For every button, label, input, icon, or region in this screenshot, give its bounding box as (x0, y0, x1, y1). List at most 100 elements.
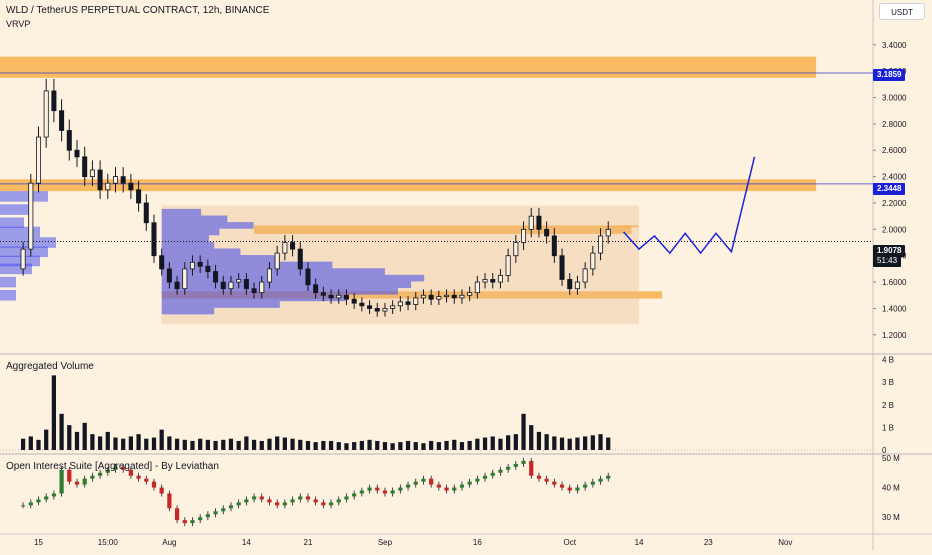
price-candle (282, 242, 288, 254)
volume-bar (429, 440, 434, 450)
time-tick-label: 16 (473, 538, 482, 547)
price-candle (513, 242, 519, 257)
volume-bar (190, 440, 195, 450)
volume-tick-label: 4 B (882, 356, 894, 365)
oi-candle (144, 478, 149, 482)
oi-candle (367, 487, 372, 491)
volume-bar (467, 440, 472, 450)
oi-candle (128, 469, 134, 476)
volume-bar (459, 442, 465, 450)
oi-tick-label: 30 M (882, 513, 900, 522)
volume-profile-bar (161, 288, 398, 295)
oi-candle (190, 520, 195, 524)
oi-candle (398, 487, 403, 491)
oi-candle (359, 490, 364, 494)
oi-tick-label: 50 M (882, 454, 900, 463)
oi-candle (567, 487, 572, 491)
volume-bar (482, 437, 488, 450)
oi-candle (28, 502, 33, 506)
volume-bar (97, 436, 103, 450)
price-candle (397, 301, 403, 307)
price-candle (74, 149, 80, 158)
oi-candle (236, 502, 241, 506)
price-candle (297, 248, 303, 270)
oi-candle (390, 490, 395, 494)
volume-bar (90, 434, 95, 450)
oi-candle (51, 493, 57, 497)
volume-bar (198, 438, 203, 450)
price-candle (35, 136, 42, 184)
price-candle (136, 189, 142, 204)
volume-bar (221, 439, 226, 450)
oi-candle (344, 496, 349, 500)
volume-bar (475, 438, 480, 450)
price-candle (213, 271, 219, 283)
volume-bar (136, 434, 141, 450)
price-tick-label: 2.6000 (882, 146, 907, 155)
oi-candle (205, 514, 210, 518)
oi-candle (544, 478, 549, 482)
price-candle (105, 182, 111, 191)
price-candle (428, 294, 434, 300)
volume-profile-bar (161, 222, 254, 229)
price-candle (112, 176, 119, 184)
oi-candle (421, 478, 426, 482)
time-tick-label: Nov (778, 538, 792, 547)
oi-candle (290, 499, 295, 503)
orange-zone (0, 56, 817, 78)
price-candle (59, 110, 65, 131)
volume-bar (506, 435, 511, 450)
volume-bar (375, 440, 380, 450)
volume-bar (28, 436, 33, 450)
oi-candle (583, 484, 588, 488)
volume-profile-bar (161, 301, 280, 308)
volume-bar (151, 437, 157, 450)
price-candle (290, 242, 296, 250)
volume-bar (305, 440, 311, 450)
price-candle (444, 294, 450, 297)
volume-tick-label: 1 B (882, 423, 894, 432)
oi-candle (228, 505, 234, 509)
oi-candle (606, 475, 611, 479)
vrvp-label[interactable]: VRVP (6, 19, 31, 29)
price-candle (120, 176, 126, 184)
oi-candle (251, 496, 257, 500)
price-candle (382, 308, 388, 312)
price-candle (28, 182, 34, 250)
oi-candle (275, 502, 280, 506)
oi-candle (67, 469, 72, 482)
oi-candle (267, 499, 272, 503)
volume-bar (236, 440, 241, 450)
currency-button[interactable]: USDT (879, 3, 925, 20)
price-candle (251, 288, 257, 294)
price-tick-label: 3.4000 (882, 41, 907, 50)
price-candle (605, 228, 611, 237)
volume-bar (452, 439, 457, 450)
oi-candle (259, 496, 264, 500)
volume-profile-bar (161, 228, 220, 236)
volume-pane-title: Aggregated Volume (6, 361, 94, 372)
oi-candle (90, 475, 95, 479)
oi-candle (20, 505, 26, 507)
volume-bar (398, 442, 403, 450)
volume-bar (105, 431, 110, 450)
volume-bar (529, 425, 534, 450)
oi-candle (490, 472, 495, 476)
orange-zone (615, 225, 640, 228)
price-candle (351, 298, 357, 304)
price-candle (482, 279, 488, 283)
price-candle (598, 235, 604, 254)
volume-tick-label: 0 (882, 446, 887, 455)
price-candle (328, 294, 334, 299)
volume-bar (159, 429, 164, 450)
price-candle (582, 268, 588, 283)
oi-candle (151, 481, 157, 488)
volume-profile-bar (0, 276, 16, 288)
price-candle (274, 252, 280, 270)
volume-profile-bar (0, 263, 32, 275)
oi-candle (452, 487, 457, 491)
oi-tick-label: 40 M (882, 484, 900, 493)
oi-candle (521, 460, 526, 464)
